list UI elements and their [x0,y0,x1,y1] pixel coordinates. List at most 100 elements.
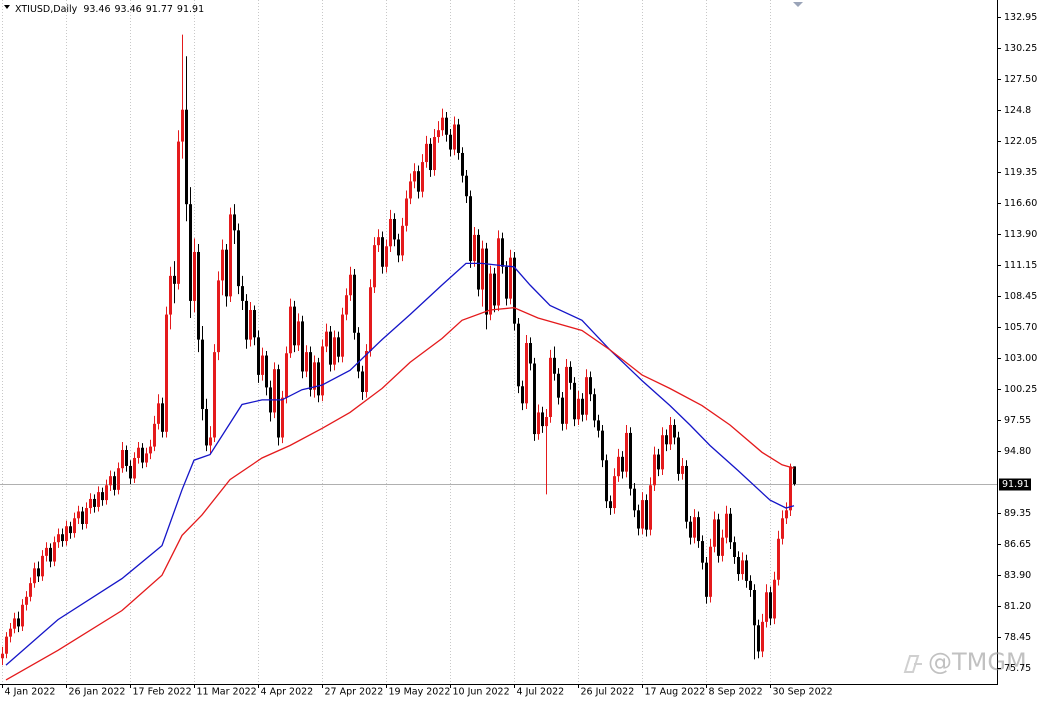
candle-body [557,373,560,398]
candle-body [293,306,296,346]
candle-body [13,618,16,629]
candle-body [229,214,232,297]
candle-body [241,286,244,301]
candle-body [669,424,672,445]
candle-body [45,547,48,556]
candle-body [33,568,36,584]
candle-body [277,369,280,438]
candle-body [717,519,720,556]
symbol: XTIUSD,Daily [15,4,78,15]
candle-body [353,274,356,333]
candle-body [701,541,704,563]
candle-body [49,547,52,562]
candle-body [177,141,180,284]
candle-body [185,109,188,205]
candle-body [337,337,340,357]
y-tick-label: 94.80 [1004,446,1031,457]
candle-body [213,352,216,438]
y-tick-label: 83.90 [1004,570,1031,581]
candle-body [645,500,648,530]
candle-body [541,412,544,427]
candle-body [385,246,388,267]
candle-body [769,592,772,619]
y-tick-label: 111.15 [1004,260,1037,271]
candle-body [429,143,432,171]
candle-body [749,580,752,590]
candle-body [517,323,520,387]
candle-body [773,579,776,619]
candle-body [301,321,304,372]
menu-arrow[interactable] [4,5,10,9]
candle-body [89,498,92,509]
candle-body [625,432,628,472]
candle-body [597,420,600,431]
candle-body [53,542,56,562]
candle-body [197,251,200,340]
candle-body [273,369,276,413]
candle-body [641,500,644,529]
watermark: @TMGM [928,648,1027,676]
candle-body [725,513,728,538]
candle-body [101,492,104,501]
candle-body [477,234,480,290]
price-label-box [999,478,1031,491]
y-tick-label: 108.45 [1004,291,1037,302]
candle-body [673,424,676,438]
candle-body [305,352,308,372]
candle-body [545,417,548,427]
candle-body [377,237,380,246]
candle-body [257,337,260,375]
candle-body [525,343,528,404]
candle-body [421,162,424,192]
candle-body [9,628,12,637]
candle-body [221,249,224,281]
candle-body [609,501,612,509]
candle-body [781,518,784,539]
candle-body [553,357,556,374]
candle-body [469,196,472,262]
candle-body [325,331,328,347]
moving-average [5,307,795,681]
candle-body [649,485,652,530]
candle-body [401,225,404,256]
candle-body [481,248,484,290]
candle-body [225,249,228,297]
candle-body [153,423,156,447]
candle-body [117,468,120,490]
candle-body [561,397,564,424]
candle-body [549,357,552,418]
candle-body [413,171,416,182]
candle-body [233,214,236,231]
candle-body [741,560,744,575]
candle-body [589,377,592,395]
watermark-logo [903,655,922,673]
y-tick-label: 130.25 [1004,43,1037,54]
candle-body [205,409,208,446]
candle-body [137,447,140,458]
shift-marker[interactable] [793,2,803,7]
candle-body [661,435,664,470]
y-tick-label: 113.90 [1004,229,1037,240]
candle-body [21,604,24,627]
candle-body [17,618,20,627]
candle-body [189,204,192,301]
candle-body [737,556,740,575]
candle-body [317,362,320,396]
candle-body [573,382,576,420]
candle-body [121,450,124,469]
candle-body [37,568,40,577]
candle-body [97,492,100,507]
candle-body [333,337,336,365]
candle-body [777,538,780,580]
candle-body [513,257,516,324]
candle-body [581,398,584,415]
candle-body [713,519,716,547]
candle-body [505,266,508,299]
candle-body [125,450,128,466]
candle-body [493,273,496,306]
candle-body [473,234,476,262]
x-tick-label: 17 Aug 2022 [645,687,706,698]
candle-body [729,513,732,543]
candle-body [341,314,344,357]
candle-body [585,377,588,415]
